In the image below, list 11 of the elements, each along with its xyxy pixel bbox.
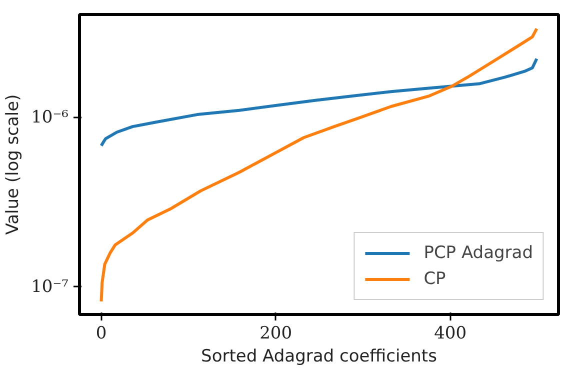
legend-label: PCP Adagrad — [424, 243, 533, 263]
x-tick-label: 200 — [260, 324, 292, 344]
y-axis-title: Value (log scale) — [3, 94, 24, 235]
x-axis-title: Sorted Adagrad coefficients — [201, 346, 438, 366]
y-tick-label: 10⁻⁶ — [31, 107, 69, 128]
line-series — [100, 27, 538, 303]
legend-label: CP — [424, 269, 446, 289]
x-tick-label: 0 — [96, 324, 107, 344]
x-tick-label: 400 — [434, 324, 467, 344]
y-tick-label: 10⁻⁷ — [31, 276, 69, 297]
line-series — [100, 57, 538, 148]
